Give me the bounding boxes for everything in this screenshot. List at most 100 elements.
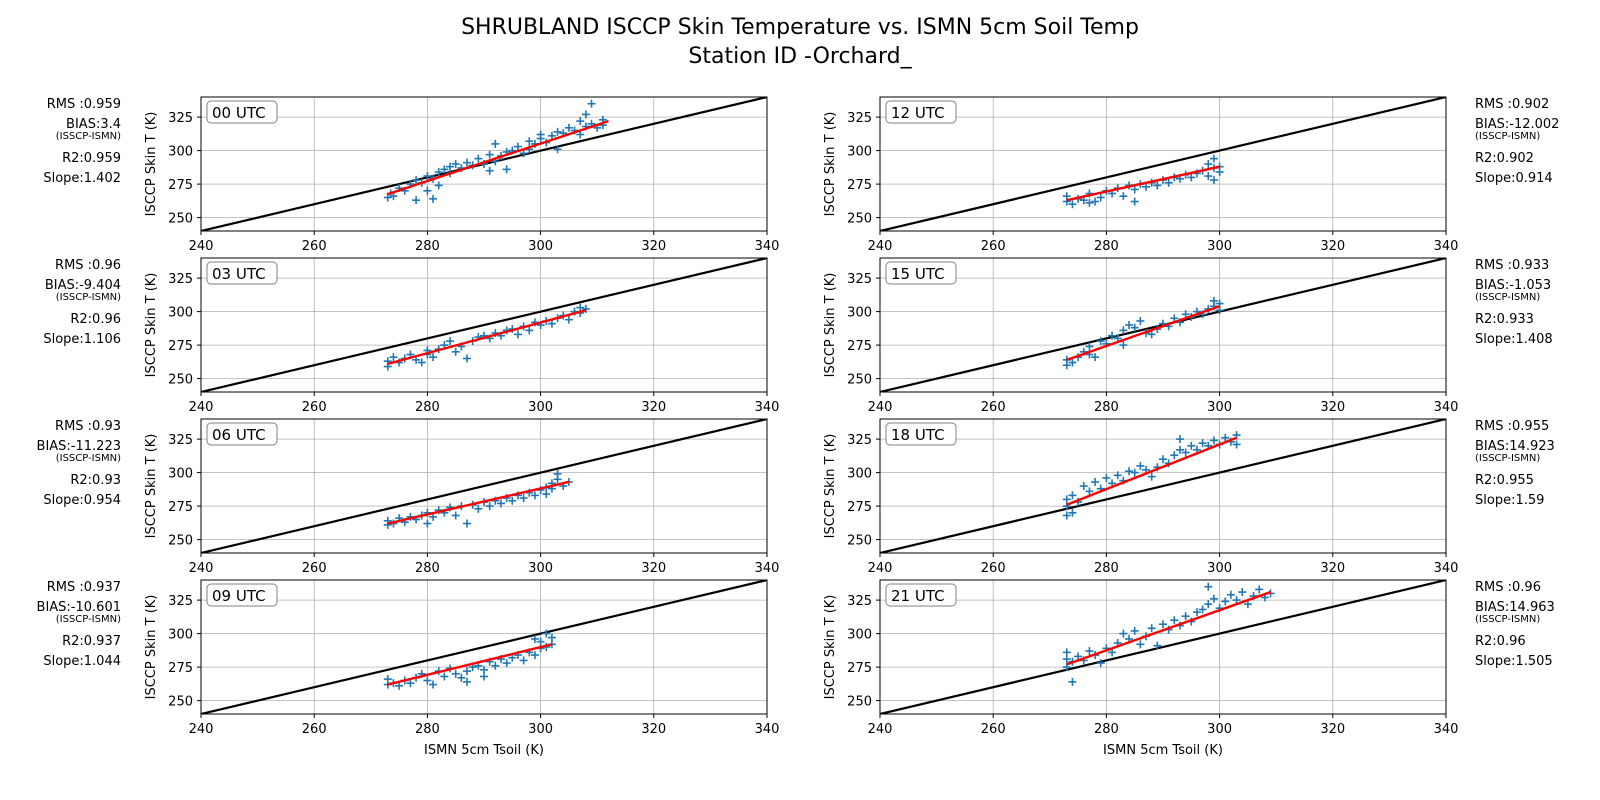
- bias-stat: BIAS:14.923: [1475, 439, 1555, 454]
- rms-stat: RMS :0.937: [47, 580, 121, 595]
- y-tick-label: 325: [847, 111, 872, 126]
- scatter-panel: 240 260 280 300 320 340 250 275 300 325 ISCCP Skin…: [823, 418, 1555, 576]
- x-axis-label: ISMN 5cm Tsoil (K): [1103, 743, 1223, 758]
- bias-note: (ISSCP-ISMN): [56, 131, 121, 142]
- one-to-one-line: [880, 419, 1446, 553]
- utc-label: 18 UTC: [891, 426, 945, 444]
- slope-stat: Slope:1.106: [43, 332, 121, 347]
- data-point: [1175, 435, 1184, 444]
- data-point: [480, 665, 488, 674]
- data-point: [1170, 451, 1179, 460]
- x-tick-label: 300: [1207, 561, 1232, 576]
- data-point: [1204, 160, 1213, 168]
- r2-stat: R2:0.96: [1475, 634, 1526, 649]
- y-tick-label: 325: [847, 594, 872, 609]
- slope-stat: Slope:1.505: [1475, 654, 1553, 669]
- x-tick-label: 320: [1320, 561, 1345, 576]
- data-point: [1198, 439, 1207, 448]
- data-point: [1226, 590, 1235, 599]
- one-to-one-line: [201, 258, 767, 392]
- bias-note: (ISSCP-ISMN): [1475, 614, 1540, 625]
- data-point: [1119, 629, 1128, 638]
- data-point: [1204, 582, 1213, 591]
- data-point: [1130, 323, 1139, 332]
- data-point: [1232, 431, 1241, 440]
- data-point: [1147, 624, 1156, 633]
- y-tick-label: 250: [168, 534, 193, 549]
- axes-frame: [200, 257, 768, 393]
- y-tick-label: 250: [847, 212, 872, 227]
- data-point: [1153, 181, 1162, 190]
- data-point: [1119, 192, 1128, 201]
- x-tick-label: 280: [415, 400, 440, 415]
- data-point: [1096, 659, 1105, 668]
- rms-stat: RMS :0.93: [55, 419, 121, 434]
- x-tick-label: 260: [302, 239, 327, 254]
- x-tick-label: 320: [641, 722, 666, 737]
- bias-note: (ISSCP-ISMN): [56, 292, 121, 303]
- r2-stat: R2:0.933: [1475, 312, 1534, 327]
- data-point: [451, 669, 460, 678]
- y-tick-label: 250: [168, 695, 193, 710]
- rms-stat: RMS :0.96: [55, 258, 121, 273]
- data-point: [1125, 321, 1134, 329]
- y-tick-label: 250: [847, 373, 872, 388]
- y-tick-label: 300: [168, 306, 193, 321]
- data-point: [446, 162, 455, 171]
- data-point: [587, 99, 596, 108]
- y-tick-label: 250: [168, 373, 193, 388]
- regression-fit-line: [1066, 165, 1220, 202]
- x-tick-label: 320: [1320, 722, 1345, 737]
- x-tick-label: 340: [755, 239, 780, 254]
- x-tick-label: 320: [641, 561, 666, 576]
- y-tick-label: 275: [847, 178, 872, 193]
- x-tick-label: 340: [755, 400, 780, 415]
- bias-stat: BIAS:3.4: [66, 117, 121, 132]
- x-tick-label: 300: [528, 400, 553, 415]
- data-point: [1068, 358, 1077, 367]
- regression-fit-line: [1066, 436, 1238, 506]
- data-point: [1062, 648, 1071, 657]
- utc-label-box: [885, 100, 957, 124]
- data-point: [547, 131, 556, 140]
- x-tick-label: 320: [641, 239, 666, 254]
- data-point: [463, 667, 472, 676]
- data-point: [581, 304, 590, 313]
- data-point: [1204, 172, 1213, 181]
- bias-stat: BIAS:-1.053: [1475, 278, 1551, 293]
- data-point: [491, 139, 500, 148]
- y-tick-label: 325: [168, 433, 193, 448]
- data-point: [1147, 472, 1156, 481]
- data-point: [1091, 477, 1100, 486]
- y-tick-label: 275: [168, 178, 193, 193]
- data-point: [536, 130, 545, 139]
- x-tick-label: 340: [755, 561, 780, 576]
- x-tick-label: 240: [868, 400, 893, 415]
- data-point: [564, 315, 573, 324]
- utc-label-box: [885, 422, 957, 446]
- axes-frame: [879, 257, 1447, 393]
- data-point: [1192, 608, 1201, 617]
- slope-stat: Slope:1.59: [1475, 493, 1544, 508]
- y-axis-label: ISCCP Skin T (K): [823, 434, 838, 539]
- x-tick-label: 240: [868, 239, 893, 254]
- x-tick-label: 240: [189, 400, 214, 415]
- data-point: [1068, 677, 1077, 686]
- data-point: [440, 672, 449, 681]
- data-point: [417, 358, 426, 367]
- data-point: [451, 347, 460, 356]
- data-point: [547, 633, 556, 642]
- data-point: [1209, 176, 1218, 185]
- data-point: [1062, 663, 1071, 672]
- data-point: [1232, 596, 1241, 605]
- x-tick-label: 240: [868, 722, 893, 737]
- data-point: [576, 303, 585, 312]
- data-point: [383, 675, 392, 684]
- panels: 240 260 280 300 320 340 250 275 300 325 ISCCP Skin…: [37, 96, 1559, 758]
- data-point: [1108, 331, 1117, 340]
- data-point: [1079, 482, 1088, 490]
- data-point: [542, 629, 551, 638]
- y-tick-label: 300: [168, 145, 193, 160]
- data-point: [446, 337, 455, 346]
- data-point: [440, 165, 449, 174]
